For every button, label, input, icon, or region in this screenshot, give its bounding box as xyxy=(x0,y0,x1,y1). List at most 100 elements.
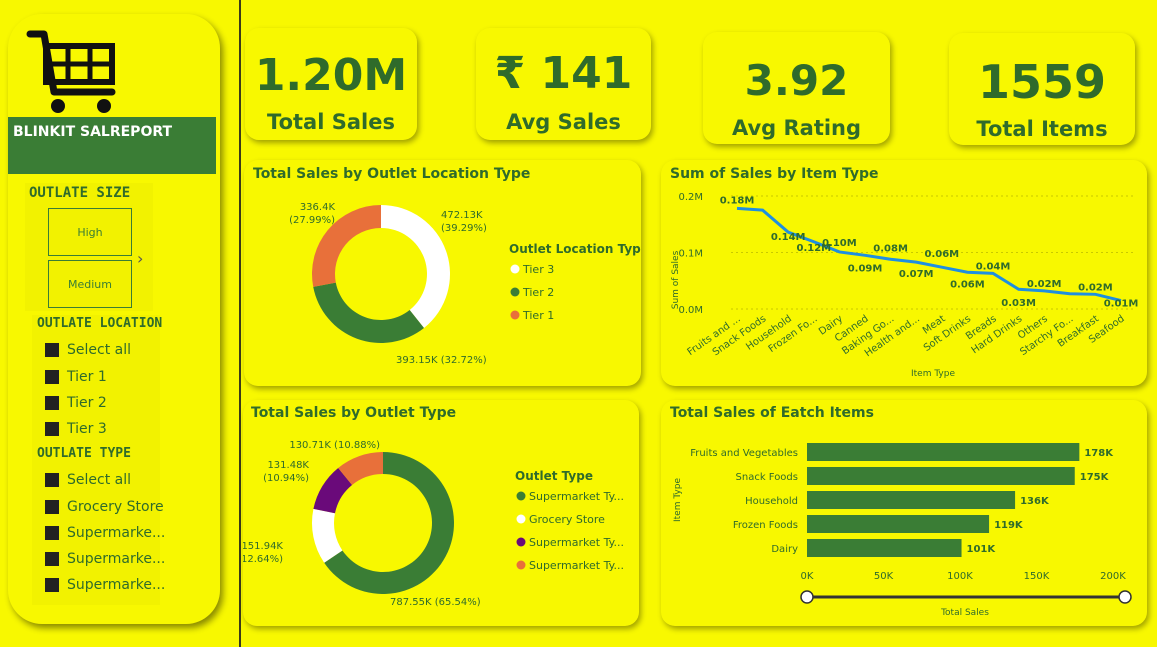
outlet-type-donut-chart: 787.55K (65.54%) 151.94K (12.64%) 131.48K (1… xyxy=(243,440,624,608)
legend-marker xyxy=(516,514,526,524)
shopping-cart-icon xyxy=(26,30,116,113)
type-slicer-heading: OUTLATE TYPE xyxy=(37,446,131,461)
legend-marker xyxy=(516,560,526,570)
y-axis-title: Item Type xyxy=(673,478,683,522)
kpi-value: 1559 xyxy=(977,55,1107,109)
size-slicer-heading: OUTLATE SIZE xyxy=(29,185,131,201)
checkbox-icon[interactable] xyxy=(45,552,59,566)
line-data-label: 0.02M xyxy=(1027,279,1062,290)
legend-item[interactable]: Tier 2 xyxy=(522,286,554,299)
x-tick-label: 150K xyxy=(1024,571,1050,582)
slice-data-label: (12.64%) xyxy=(243,554,283,565)
report-title: BLINKIT SALREPORT xyxy=(13,124,173,140)
kpi-card-total-sales: 1.20M Total Sales xyxy=(245,28,417,140)
line-series xyxy=(736,206,1122,302)
line-data-label: 0.01M xyxy=(1104,299,1139,310)
legend-item[interactable]: Grocery Store xyxy=(529,513,605,526)
kpi-card-total-items: 1559 Total Items xyxy=(949,33,1135,145)
legend-marker xyxy=(516,537,526,547)
y-tick-label: Household xyxy=(745,496,798,507)
kpi-label: Avg Sales xyxy=(506,110,621,134)
kpi-label: Total Items xyxy=(976,117,1108,141)
slice-data-label: 131.48K xyxy=(267,460,309,471)
legend-item[interactable]: Tier 3 xyxy=(522,263,554,276)
y-tick-label: Dairy xyxy=(771,544,798,555)
location-donut-chart: 472.13K (39.29%) 393.15K (32.72%) 336.4K (27… xyxy=(289,202,641,366)
location-slicer-heading: OUTLATE LOCATION xyxy=(37,316,163,331)
line-data-label: 0.06M xyxy=(924,249,959,260)
y-tick-label: 0.1M xyxy=(678,249,703,260)
checkbox-icon[interactable] xyxy=(45,343,59,357)
legend-marker xyxy=(516,491,526,501)
slice-data-label: 393.15K (32.72%) xyxy=(396,355,487,366)
checkbox-icon[interactable] xyxy=(45,578,59,592)
location-item-select-all[interactable]: Select all xyxy=(45,340,131,360)
bar-data-label: 119K xyxy=(994,520,1024,531)
location-item-tier-1[interactable]: Tier 1 xyxy=(45,367,107,387)
slice-data-label: (10.94%) xyxy=(263,473,309,484)
type-item-supermarket-3[interactable]: Supermarke... xyxy=(45,575,165,595)
line-data-label: 0.18M xyxy=(720,195,755,206)
checkbox-icon[interactable] xyxy=(45,473,59,487)
donut-slice[interactable] xyxy=(313,467,353,514)
y-tick-label: 0.0M xyxy=(678,305,703,316)
bar[interactable] xyxy=(807,491,1016,509)
kpi-label: Avg Rating xyxy=(731,116,862,140)
chart-title-location: Total Sales by Outlet Location Type xyxy=(253,166,531,182)
slice-data-label: 151.94K xyxy=(243,541,283,552)
line-data-label: 0.04M xyxy=(976,261,1011,272)
checkbox-icon[interactable] xyxy=(45,370,59,384)
legend-title: Outlet Type xyxy=(515,469,593,483)
bar-data-label: 178K xyxy=(1084,448,1114,459)
slice-data-label: 336.4K xyxy=(300,202,336,213)
legend-item[interactable]: Tier 1 xyxy=(522,309,554,322)
y-tick-label: 0.2M xyxy=(678,192,703,203)
checkbox-icon[interactable] xyxy=(45,396,59,410)
donut-slice[interactable] xyxy=(313,282,425,343)
x-tick-label: 200K xyxy=(1100,571,1126,582)
size-option-high[interactable]: High xyxy=(48,208,132,256)
checkbox-icon[interactable] xyxy=(45,422,59,436)
size-option-medium[interactable]: Medium xyxy=(48,260,132,308)
location-item-tier-2[interactable]: Tier 2 xyxy=(45,393,107,413)
card-item-type-line xyxy=(661,160,1147,386)
donut-slice[interactable] xyxy=(381,205,450,328)
slice-data-label: 787.55K (65.54%) xyxy=(390,597,481,608)
donut-slice[interactable] xyxy=(312,508,343,563)
slice-data-label: 130.71K (10.88%) xyxy=(289,440,380,451)
bar[interactable] xyxy=(807,539,962,557)
legend-item[interactable]: Supermarket Ty... xyxy=(529,559,624,572)
slice-data-label: (39.29%) xyxy=(441,223,487,234)
chevron-right-icon[interactable]: › xyxy=(137,249,144,268)
checkbox-icon[interactable] xyxy=(45,500,59,514)
type-item-supermarket-2[interactable]: Supermarke... xyxy=(45,549,165,569)
location-item-tier-3[interactable]: Tier 3 xyxy=(45,419,107,439)
line-data-label: 0.02M xyxy=(1078,282,1113,293)
type-item-supermarket-1[interactable]: Supermarke... xyxy=(45,523,165,543)
bar-data-label: 136K xyxy=(1020,496,1050,507)
chart-title-item-type: Sum of Sales by Item Type xyxy=(670,166,879,182)
bar[interactable] xyxy=(807,515,990,533)
type-item-grocery-store[interactable]: Grocery Store xyxy=(45,497,164,517)
donut-slice[interactable] xyxy=(338,452,383,486)
x-axis-title: Item Type xyxy=(911,369,955,379)
card-items-bar xyxy=(661,400,1147,626)
legend-item[interactable]: Supermarket Ty... xyxy=(529,536,624,549)
donut-slice[interactable] xyxy=(312,205,381,287)
legend-marker xyxy=(510,287,520,297)
scroll-handle-right[interactable] xyxy=(1118,590,1132,604)
x-tick-label: 100K xyxy=(947,571,973,582)
bar[interactable] xyxy=(807,467,1075,485)
type-item-select-all[interactable]: Select all xyxy=(45,470,131,490)
line-data-label: 0.12M xyxy=(796,243,831,254)
checkbox-icon[interactable] xyxy=(45,526,59,540)
donut-slice[interactable] xyxy=(324,452,454,594)
chart-title-items: Total Sales of Eatch Items xyxy=(670,405,874,421)
scroll-handle-left[interactable] xyxy=(800,590,814,604)
bar[interactable] xyxy=(807,443,1080,461)
bar-data-label: 101K xyxy=(967,544,997,555)
chart-title-outlet-type: Total Sales by Outlet Type xyxy=(251,405,457,421)
legend-item[interactable]: Supermarket Ty... xyxy=(529,490,624,503)
kpi-value: ₹ 141 xyxy=(494,48,633,99)
kpi-card-avg-rating: 3.92 Avg Rating xyxy=(703,32,890,144)
